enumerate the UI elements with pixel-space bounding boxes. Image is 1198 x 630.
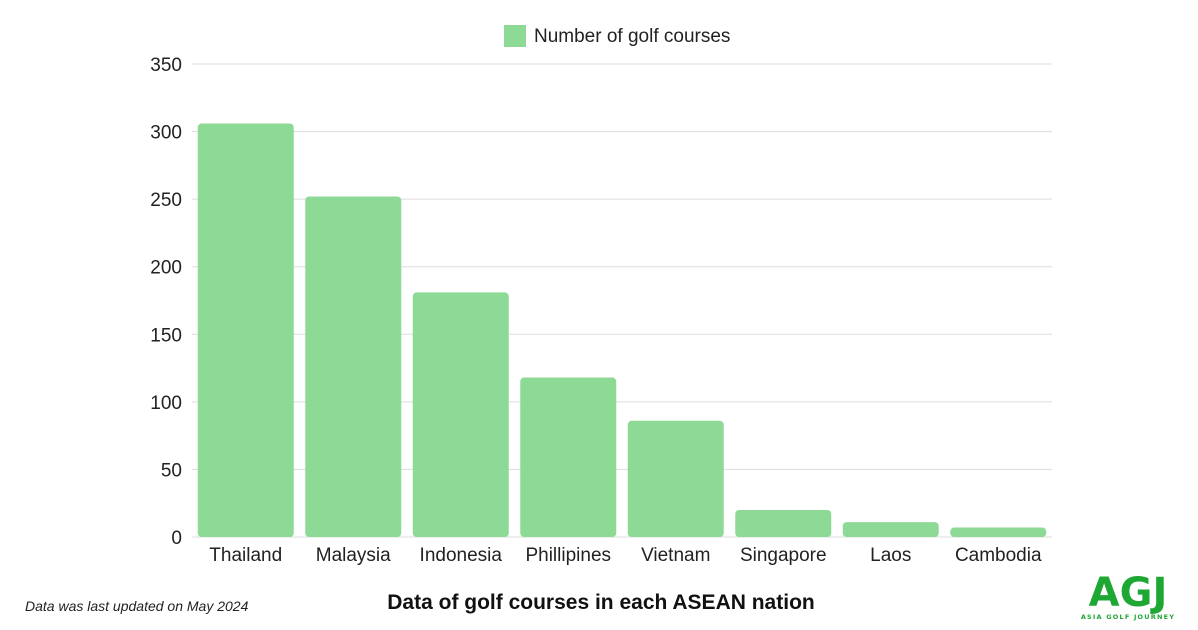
legend: Number of golf courses (504, 25, 730, 47)
x-tick-label: Laos (870, 545, 911, 566)
x-tick-label: Singapore (740, 545, 827, 566)
y-tick-label: 200 (150, 258, 182, 279)
bar (950, 527, 1047, 537)
x-tick-label: Indonesia (420, 545, 503, 566)
bars (197, 123, 1047, 537)
x-tick-label: Thailand (209, 545, 282, 566)
bar (305, 196, 402, 537)
logo-mark: AGJ (1089, 570, 1168, 616)
bar (735, 509, 832, 537)
x-tick-label: Phillipines (525, 545, 611, 566)
legend-swatch (504, 25, 526, 47)
y-tick-label: 0 (171, 528, 182, 549)
bar (627, 420, 724, 537)
y-tick-label: 100 (150, 393, 182, 414)
footnote: Data was last updated on May 2024 (25, 598, 249, 614)
agj-logo: AGJ ASIA GOLF JOURNEY (1081, 570, 1175, 621)
y-axis-tick-labels: 0 50 100 150 200 250 300 350 (150, 55, 182, 549)
x-tick-label: Malaysia (316, 545, 391, 566)
y-tick-label: 250 (150, 190, 182, 211)
x-axis-category-labels: Thailand Malaysia Indonesia Phillipines Viet… (209, 545, 1042, 566)
y-tick-label: 50 (161, 460, 182, 481)
x-tick-label: Vietnam (641, 545, 710, 566)
y-tick-label: 150 (150, 325, 182, 346)
bar (197, 123, 294, 537)
bar (412, 292, 509, 537)
x-tick-label: Cambodia (955, 545, 1042, 566)
bar (842, 522, 939, 537)
y-tick-label: 300 (150, 123, 182, 144)
chart-title: Data of golf courses in each ASEAN natio… (387, 591, 814, 614)
legend-label: Number of golf courses (534, 26, 730, 47)
logo-subtitle: ASIA GOLF JOURNEY (1081, 613, 1175, 621)
y-tick-label: 350 (150, 55, 182, 76)
bar (520, 377, 617, 537)
